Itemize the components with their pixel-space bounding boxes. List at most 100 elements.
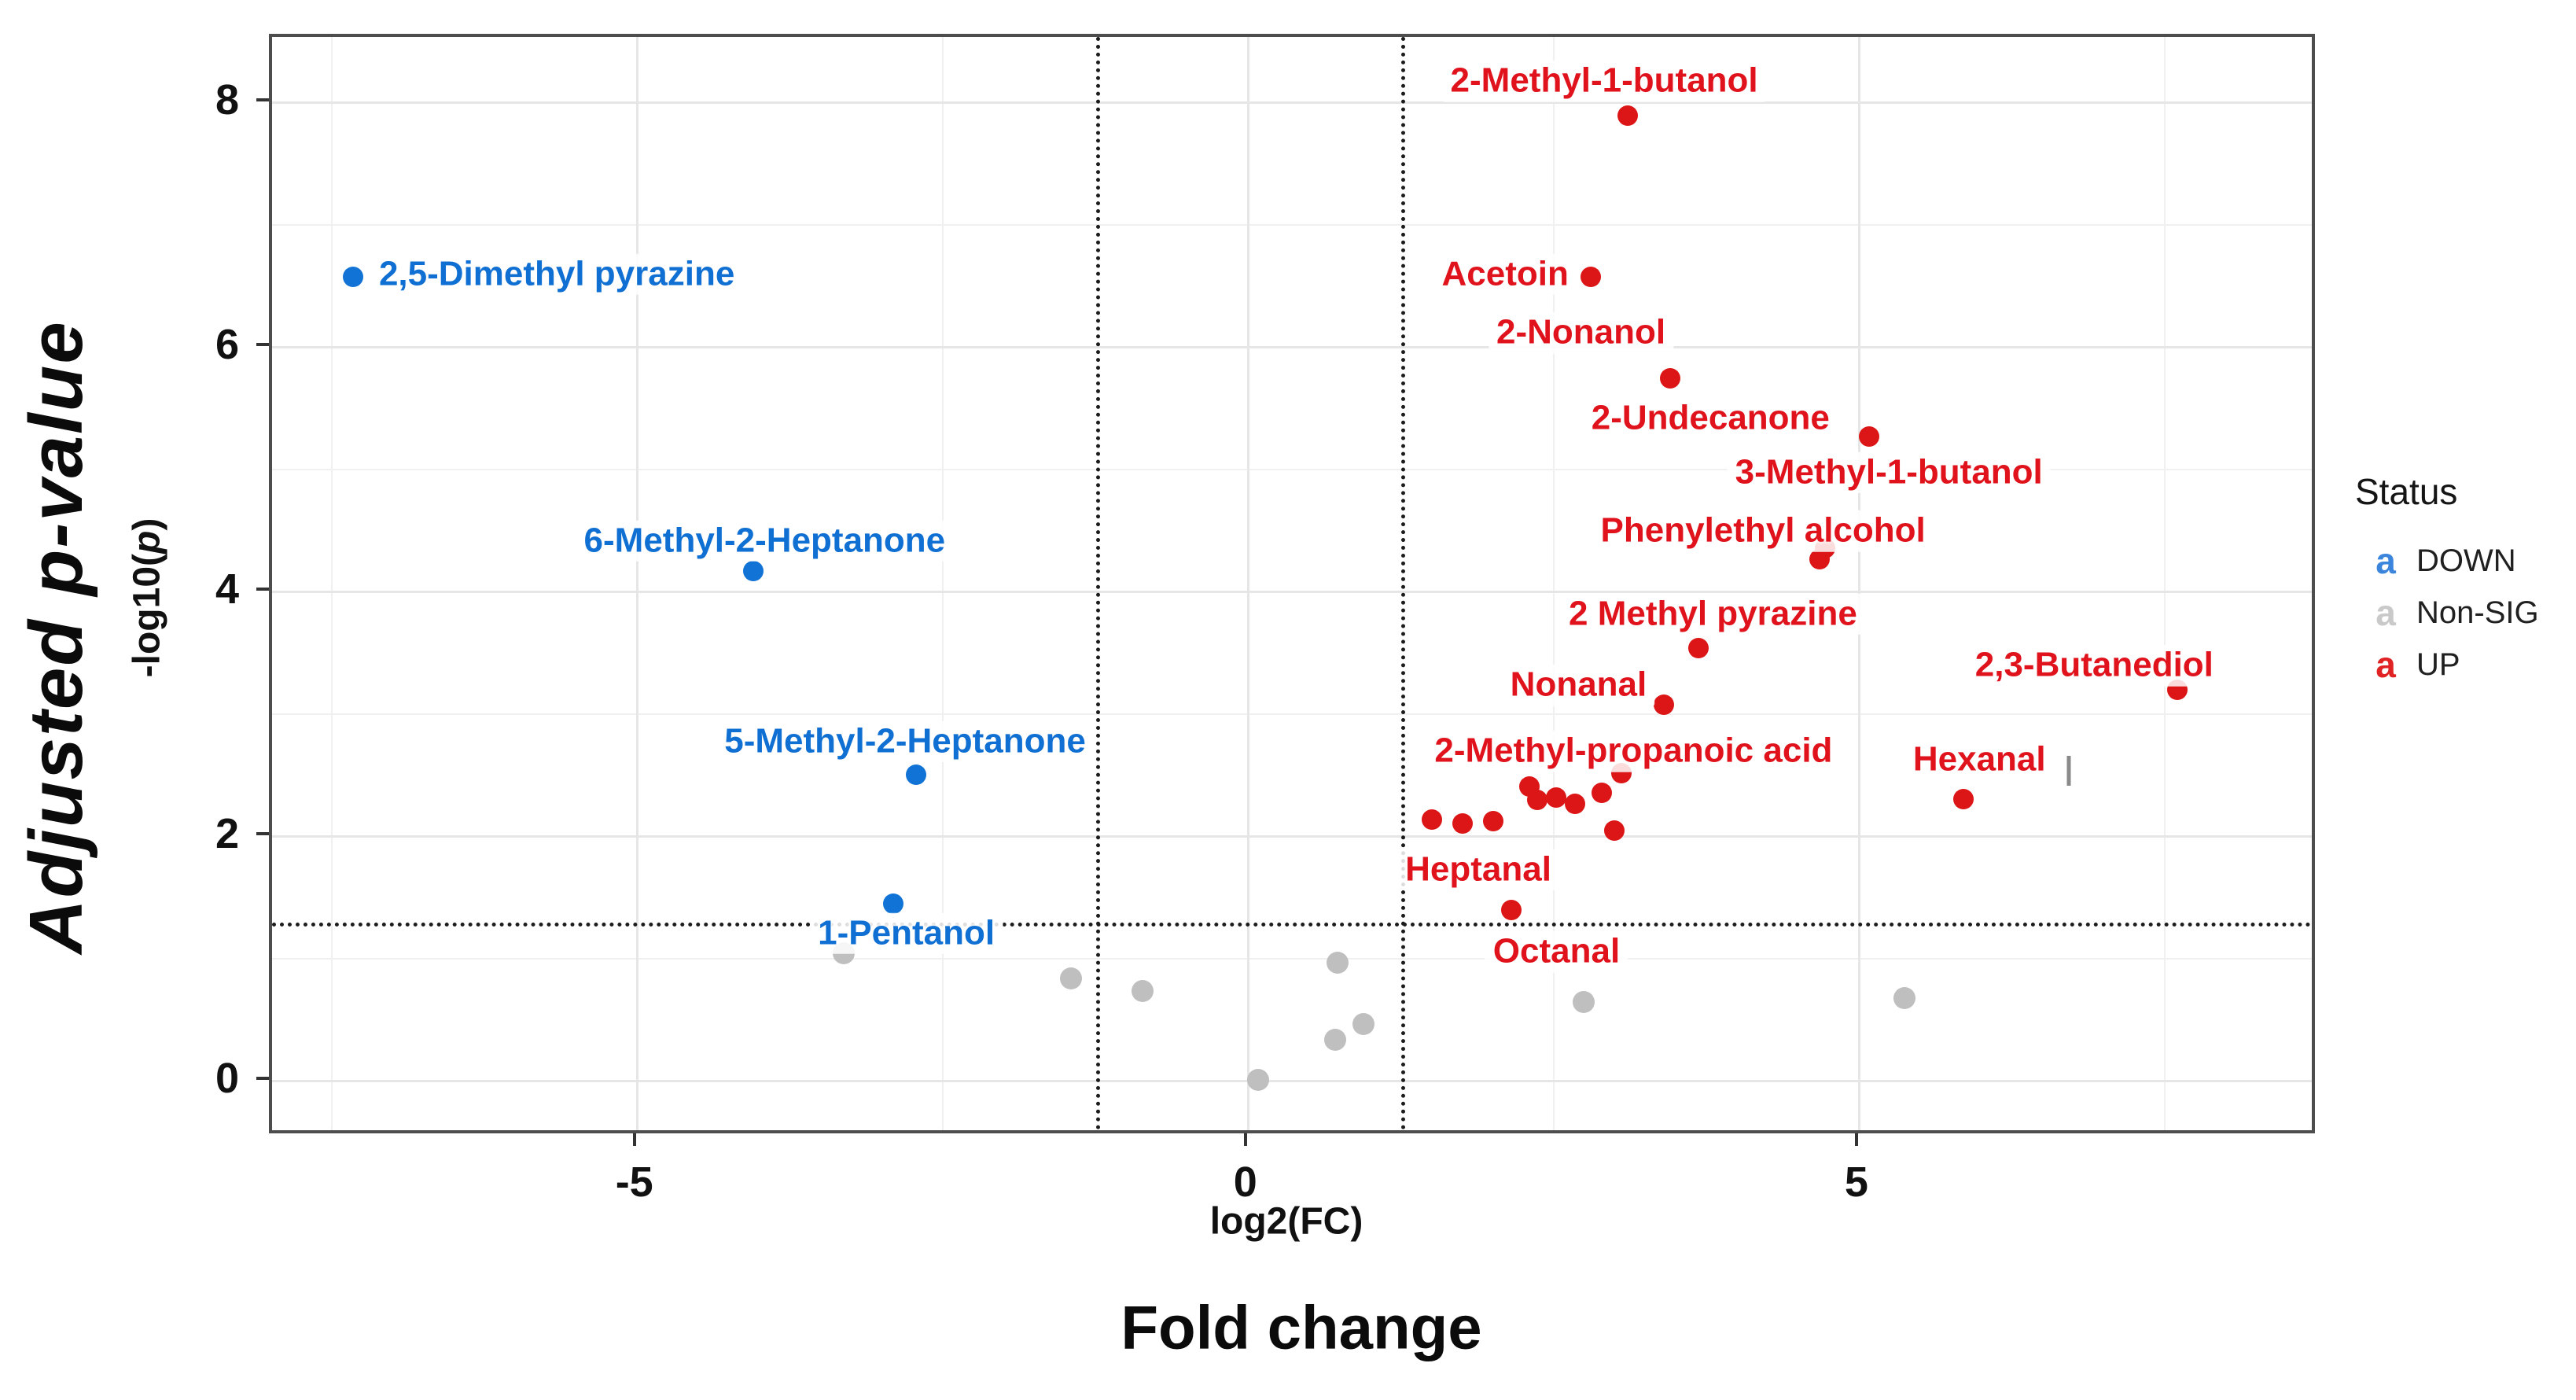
fold-change-threshold-line bbox=[1401, 37, 1406, 1130]
x-minor-gridline bbox=[2164, 37, 2166, 1130]
data-point-up bbox=[1421, 809, 1442, 831]
data-point-up bbox=[1482, 810, 1503, 831]
y-major-gridline bbox=[272, 101, 2312, 105]
data-point-up bbox=[1581, 266, 1601, 287]
pvalue-threshold-line bbox=[272, 922, 2312, 927]
data-point-up bbox=[1452, 812, 1473, 834]
y-axis-tick bbox=[256, 98, 269, 101]
y-axis-tick-label: 0 bbox=[215, 1054, 239, 1102]
legend-entry-label: Non-SIG bbox=[2416, 595, 2539, 630]
x-axis-title: Fold change bbox=[1121, 1292, 1482, 1362]
y-axis-subtitle-suffix: ) bbox=[126, 518, 168, 531]
point-label: Hexanal bbox=[1904, 739, 2054, 781]
x-axis-tick bbox=[1243, 1133, 1247, 1146]
legend-marker-down: a bbox=[2375, 540, 2396, 581]
legend-entry-label: UP bbox=[2416, 647, 2460, 682]
data-point-up bbox=[1859, 426, 1880, 448]
legend-marker-non-sig: a bbox=[2375, 592, 2396, 633]
legend-marker-up: a bbox=[2375, 644, 2396, 685]
point-label: 6-Methyl-2-Heptanone bbox=[576, 520, 954, 562]
x-major-gridline bbox=[1247, 37, 1250, 1130]
artifact-dash bbox=[2066, 756, 2071, 786]
y-axis-tick-label: 6 bbox=[215, 320, 239, 368]
point-label: 1-Pentanol bbox=[810, 912, 1003, 954]
data-point-up bbox=[1564, 793, 1585, 814]
legend: Status a DOWN a Non-SIG a UP bbox=[2355, 470, 2575, 691]
y-axis-tick bbox=[256, 831, 269, 835]
data-point-up bbox=[1809, 548, 1830, 569]
data-point-up bbox=[1546, 787, 1567, 809]
point-label: 2,5-Dimethyl pyrazine bbox=[370, 253, 743, 295]
x-minor-gridline bbox=[942, 37, 944, 1130]
data-point-non-sig bbox=[1131, 979, 1154, 1002]
y-axis-tick-label: 2 bbox=[215, 809, 239, 857]
fold-change-threshold-line bbox=[1095, 37, 1100, 1130]
data-point-up bbox=[1953, 788, 1974, 809]
legend-entries: a DOWN a Non-SIG a UP bbox=[2355, 535, 2575, 691]
point-label: 2 Methyl pyrazine bbox=[1561, 593, 1865, 636]
y-axis-tick bbox=[256, 342, 269, 346]
legend-entry: a DOWN bbox=[2355, 535, 2575, 587]
x-minor-gridline bbox=[1553, 37, 1555, 1130]
data-point-up bbox=[1591, 782, 1612, 803]
legend-entry-label: DOWN bbox=[2416, 543, 2516, 578]
y-minor-gridline bbox=[272, 713, 2312, 716]
y-minor-gridline bbox=[272, 224, 2312, 227]
point-label: Acetoin bbox=[1433, 253, 1577, 295]
x-minor-gridline bbox=[331, 37, 333, 1130]
legend-entry: a Non-SIG bbox=[2355, 587, 2575, 639]
point-label: 2-Undecanone bbox=[1583, 397, 1838, 440]
y-major-gridline bbox=[272, 835, 2312, 838]
data-point-down bbox=[342, 266, 363, 287]
point-label: 2-Methyl-1-butanol bbox=[1442, 60, 1766, 102]
y-major-gridline bbox=[272, 1080, 2312, 1083]
plot-panel: 2,5-Dimethyl pyrazine 6-Methyl-2-Heptanon… bbox=[269, 34, 2315, 1133]
y-axis-tick-label: 8 bbox=[215, 76, 239, 123]
x-major-gridline bbox=[1858, 37, 1861, 1130]
data-point-up bbox=[1526, 790, 1547, 811]
data-point-up bbox=[1660, 367, 1681, 389]
point-label: 5-Methyl-2-Heptanone bbox=[716, 720, 1094, 762]
data-point-non-sig bbox=[1893, 987, 1916, 1010]
data-point-up bbox=[1603, 820, 1625, 842]
legend-entry: a UP bbox=[2355, 639, 2575, 691]
data-point-up bbox=[1654, 694, 1675, 715]
data-point-non-sig bbox=[1572, 990, 1595, 1013]
x-axis-subtitle: log2(FC) bbox=[1209, 1200, 1363, 1243]
data-point-down bbox=[906, 764, 927, 785]
point-label: Heptanal bbox=[1397, 849, 1559, 891]
data-point-up bbox=[1687, 638, 1709, 659]
y-axis-subtitle-prefix: -log10( bbox=[126, 553, 168, 678]
x-axis-tick bbox=[632, 1133, 636, 1146]
point-label: 2,3-Butanediol bbox=[1967, 644, 2221, 687]
point-label: 2-Nonanol bbox=[1489, 311, 1674, 354]
y-minor-gridline bbox=[272, 469, 2312, 471]
x-axis-tick-label: -5 bbox=[615, 1159, 653, 1206]
y-axis-tick bbox=[256, 587, 269, 591]
data-point-non-sig bbox=[1060, 967, 1083, 990]
y-major-gridline bbox=[272, 591, 2312, 594]
y-minor-gridline bbox=[272, 958, 2312, 960]
legend-title: Status bbox=[2355, 471, 2458, 512]
y-axis-tick-label: 4 bbox=[215, 565, 239, 613]
data-point-down bbox=[743, 561, 764, 582]
data-point-up bbox=[1617, 105, 1638, 126]
point-label: 2-Methyl-propanoic acid bbox=[1426, 730, 1841, 772]
data-point-non-sig bbox=[1247, 1069, 1270, 1092]
data-point-up bbox=[1500, 900, 1522, 921]
data-point-non-sig bbox=[1327, 951, 1349, 974]
data-point-down bbox=[882, 893, 903, 915]
data-point-non-sig bbox=[1352, 1012, 1374, 1035]
x-major-gridline bbox=[636, 37, 639, 1130]
annotation-label: Octanal bbox=[1485, 930, 1628, 973]
point-label: Nonanal bbox=[1502, 664, 1655, 706]
data-point-non-sig bbox=[1324, 1028, 1347, 1051]
y-major-gridline bbox=[272, 346, 2312, 349]
point-label: Phenylethyl alcohol bbox=[1592, 510, 1934, 552]
y-axis-subtitle: -log10(p) bbox=[126, 518, 169, 678]
x-axis-tick bbox=[1854, 1133, 1858, 1146]
y-axis-subtitle-pvar: p bbox=[126, 530, 168, 554]
y-axis-title: Adjusted p-value bbox=[14, 320, 98, 954]
x-axis-tick-label: 5 bbox=[1844, 1159, 1868, 1206]
